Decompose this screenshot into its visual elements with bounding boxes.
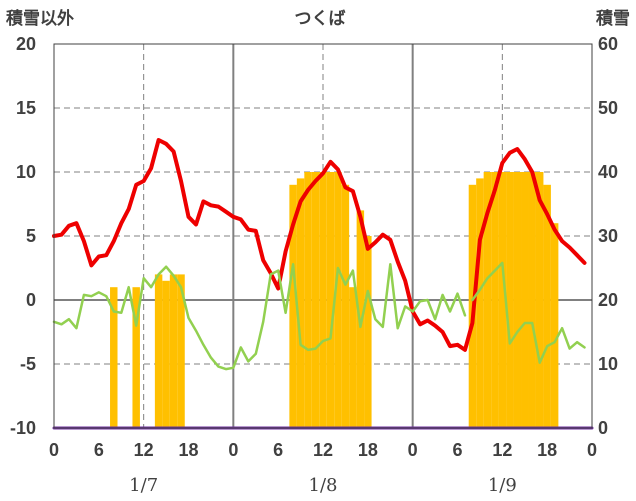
x-tick-label: 12 [134,440,154,460]
y-right-tick-label: 60 [598,34,618,54]
x-tick-label: 12 [492,440,512,460]
snow-bar [543,184,551,428]
x-tick-label: 0 [587,440,597,460]
y-right-tick-label: 20 [598,290,618,310]
snow-bar [177,274,185,428]
left-axis-header: 積雪以外 [6,8,74,29]
snow-bar [132,287,140,428]
plot-frame [53,43,593,429]
snow-bar [476,178,484,428]
snow-bar [341,184,350,428]
y-right-tick-label: 10 [598,354,618,374]
snow-bar [521,172,529,428]
snow-bar [169,274,178,428]
snow-bar [311,172,320,428]
x-tick-label: 6 [273,440,283,460]
x-tick-label: 18 [358,440,378,460]
x-tick-label: 18 [537,440,557,460]
date-label: 1/9 [488,475,517,496]
y-left-tick-label: -10 [10,418,36,438]
snow-bar [110,287,118,428]
series-line [471,261,586,364]
snow-bar [162,280,170,428]
right-axis-header: 積雪 [596,8,630,29]
y-left-tick-label: 5 [26,226,36,246]
snow-bar [513,172,522,428]
snow-bar [364,236,372,428]
snow-bar [304,172,312,428]
snow-bar [506,172,514,428]
y-left-tick-label: -5 [20,354,36,374]
snow-bar [491,172,499,428]
y-left-tick-label: 15 [16,98,36,118]
y-left-tick-label: 0 [26,290,36,310]
snow-bar [550,223,559,428]
y-left-tick-label: 10 [16,162,36,182]
x-tick-label: 0 [408,440,418,460]
series-line [52,138,587,352]
snow-bar [535,172,544,428]
snow-bar [326,172,335,428]
snow-bar [528,172,536,428]
date-label: 1/8 [309,475,338,496]
y-left-tick-label: 20 [16,34,36,54]
x-tick-label: 18 [178,440,198,460]
snow-bar [349,287,357,428]
snow-bar [289,184,297,428]
x-tick-label: 12 [313,440,333,460]
date-label: 1/7 [129,475,158,496]
y-right-tick-label: 30 [598,226,618,246]
y-right-tick-label: 0 [598,418,608,438]
snow-bar [319,172,327,428]
chart-title: つくば [295,9,346,29]
y-right-tick-label: 50 [598,98,618,118]
snow-bar [498,172,507,428]
x-tick-label: 0 [228,440,238,460]
x-tick-label: 0 [49,440,59,460]
y-right-tick-label: 40 [598,162,618,182]
x-tick-label: 6 [94,440,104,460]
snow-bar [334,172,342,428]
snow-bar [296,178,305,428]
snow-bar [483,172,492,428]
x-tick-label: 6 [452,440,462,460]
snow-bar [154,274,163,428]
series-line [52,262,467,371]
